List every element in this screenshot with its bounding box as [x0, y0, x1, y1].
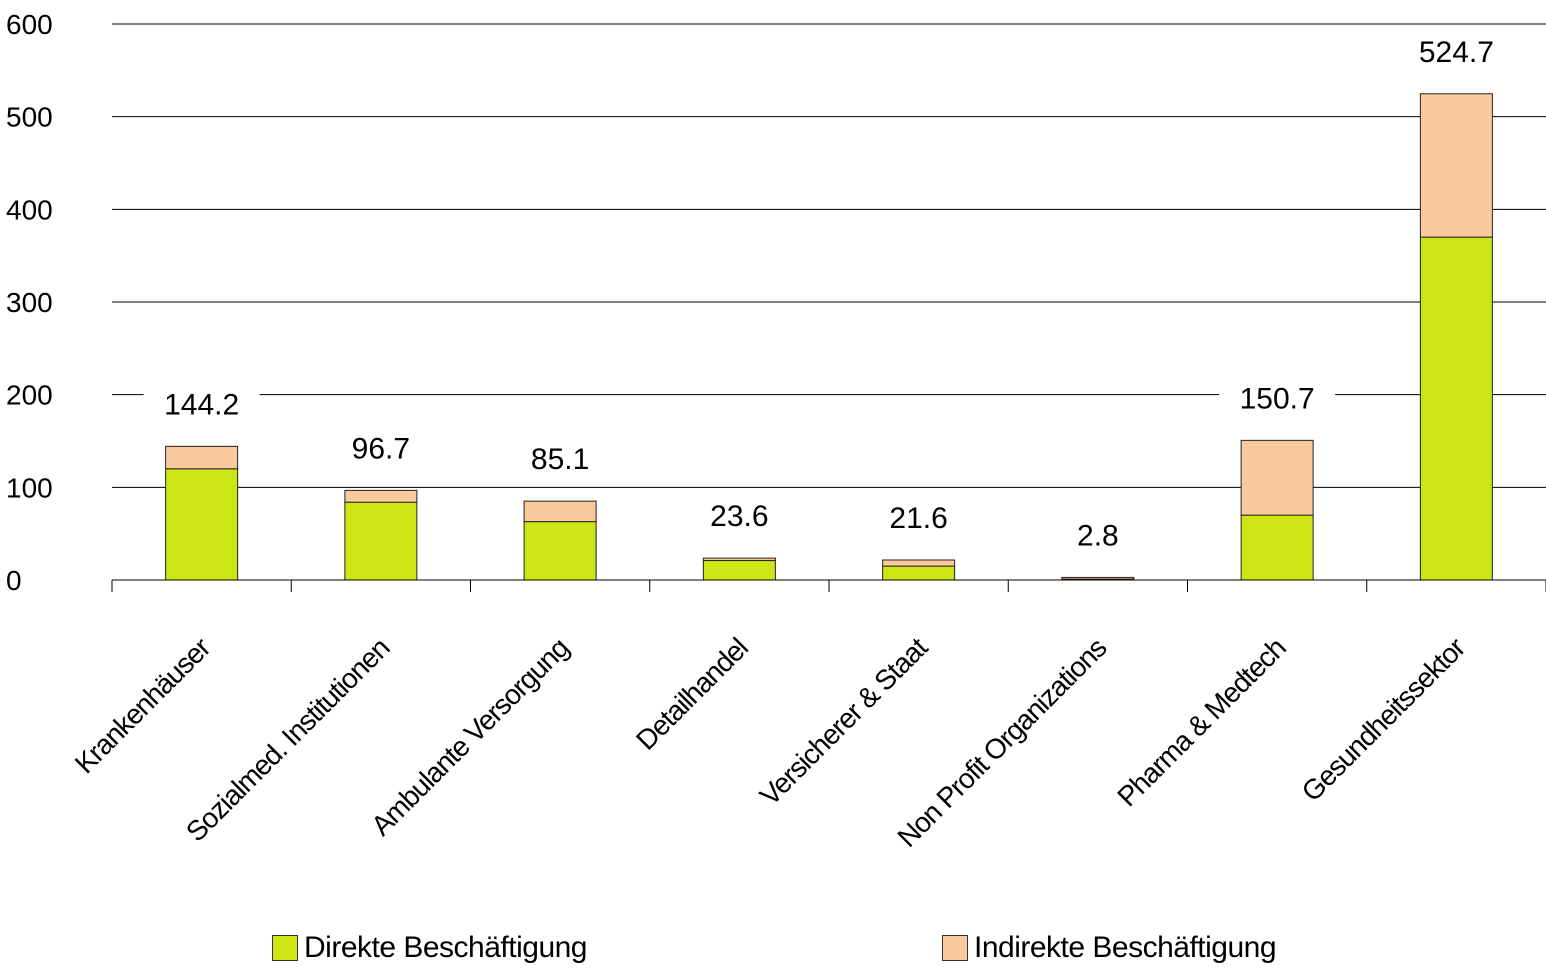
bar-indirect	[1240, 439, 1314, 516]
x-category-label: Ambulante Versorgung	[365, 632, 574, 841]
bar-indirect	[344, 489, 418, 503]
y-tick-label: 300	[6, 287, 53, 318]
bar-indirect	[1419, 93, 1493, 238]
y-tick-label: 400	[6, 194, 53, 225]
bar-indirect	[1061, 576, 1135, 580]
data-label-total: 23.6	[710, 500, 768, 533]
y-tick-label: 100	[6, 472, 53, 503]
bar-direct	[1419, 236, 1493, 581]
x-category-label: Pharma & Medtech	[1111, 632, 1291, 812]
data-label-bg	[681, 496, 798, 539]
data-label-bg	[1219, 378, 1336, 421]
data-label-total: 85.1	[531, 443, 589, 476]
bar-chart: 144.2 96.7 85.1 23.6 21.6 2.8 150.7 524.7 0 100 2…	[6, 9, 1546, 853]
y-tick-label: 200	[6, 380, 53, 411]
bar-direct	[1240, 514, 1314, 581]
data-label-total: 150.7	[1240, 382, 1315, 415]
bar-direct	[882, 565, 956, 581]
x-category-label: Detailhandel	[630, 632, 754, 756]
y-tick-label: 600	[6, 9, 53, 40]
axes: 0 100 200 300 400 500 600 KrankenhäuserSozialme…	[6, 9, 1546, 853]
x-category-label: Versicherer & Staat	[754, 631, 934, 811]
data-label-total: 21.6	[889, 502, 947, 535]
legend-label-direct: Direkte Beschäftigung	[304, 931, 588, 964]
y-tick-label: 0	[6, 565, 22, 596]
bar-indirect	[882, 559, 956, 567]
data-labels: 144.2 96.7 85.1 23.6 21.6 2.8 150.7 524.7	[143, 31, 1515, 558]
data-label-bg	[143, 384, 260, 427]
x-category-label: Sozialmed. Institutionen	[180, 632, 395, 847]
data-label-total: 144.2	[164, 388, 239, 421]
legend-item-indirect: Indirekte Beschäftigung	[942, 928, 1277, 968]
data-label-total: 524.7	[1419, 36, 1494, 69]
data-label-bg	[860, 497, 977, 540]
data-label-bg	[1398, 31, 1515, 74]
bar-direct	[165, 468, 239, 581]
y-tick-label: 500	[6, 102, 53, 133]
legend-item-direct: Direkte Beschäftigung	[272, 928, 588, 968]
bar-indirect	[165, 445, 239, 470]
bar-indirect	[702, 557, 776, 562]
legend-swatch-direct	[272, 935, 298, 961]
x-category-label: Non Profit Organizations	[891, 632, 1112, 853]
data-label-bg	[1039, 515, 1156, 558]
x-category-label: Krankenhäuser	[69, 632, 216, 779]
legend-swatch-indirect	[942, 935, 968, 961]
data-label-bg	[322, 428, 439, 471]
legend-label-indirect: Indirekte Beschäftigung	[974, 931, 1277, 964]
bar-direct	[702, 560, 776, 581]
data-label-total: 96.7	[352, 432, 410, 465]
x-category-label: Gesundheitssektor	[1296, 632, 1471, 807]
bar-direct	[344, 501, 418, 581]
bar-direct	[523, 521, 597, 581]
data-label-bg	[502, 439, 619, 482]
data-label-total: 2.8	[1077, 519, 1119, 552]
bar-indirect	[523, 500, 597, 523]
bars	[165, 93, 1493, 581]
